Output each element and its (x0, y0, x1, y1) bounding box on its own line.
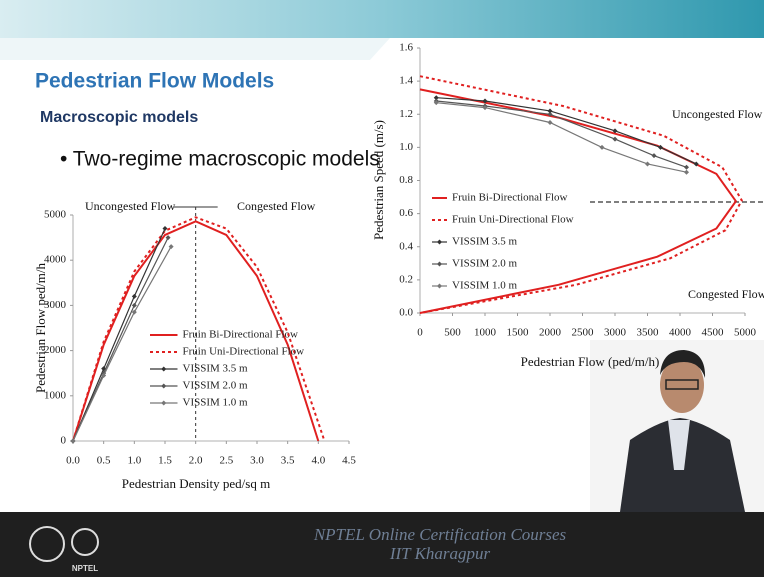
y-axis-label: Pedestrian Flow ped/m/h (33, 263, 48, 393)
x-axis-label: Pedestrian Flow (ped/m/h) (521, 354, 660, 369)
y-tick-label: 0.4 (399, 240, 413, 252)
legend-label: Fruin Bi-Directional Flow (452, 192, 568, 204)
x-tick-label: 3000 (604, 327, 627, 339)
y-tick-label: 0.8 (399, 174, 413, 186)
x-tick-label: 2000 (539, 327, 562, 339)
footer-bar (0, 512, 764, 577)
legend-label: VISSIM 1.0 m (183, 397, 249, 409)
legend-label: VISSIM 1.0 m (452, 280, 518, 292)
x-tick-label: 4000 (669, 327, 692, 339)
x-tick-label: 0 (417, 327, 423, 339)
x-tick-label: 1000 (474, 327, 497, 339)
y-tick-label: 0 (61, 435, 67, 447)
y-tick-label: 1.6 (399, 42, 413, 54)
x-tick-label: 5000 (734, 327, 757, 339)
top-bar (0, 0, 764, 38)
legend-label: VISSIM 2.0 m (183, 380, 249, 392)
x-tick-label: 1.0 (127, 455, 141, 467)
top-band (0, 38, 390, 60)
footer-line: NPTEL Online Certification Courses (313, 525, 567, 544)
logo-text: NPTEL (72, 564, 98, 573)
legend-label: VISSIM 3.5 m (452, 236, 518, 248)
x-tick-label: 4.0 (311, 455, 325, 467)
bullet-text: • Two-regime macroscopic models (60, 148, 380, 171)
x-tick-label: 1500 (507, 327, 530, 339)
x-tick-label: 500 (444, 327, 461, 339)
x-tick-label: 2.5 (219, 455, 233, 467)
legend-label: Fruin Uni-Directional Flow (452, 214, 574, 226)
x-tick-label: 3.0 (250, 455, 264, 467)
legend-label: VISSIM 3.5 m (183, 363, 249, 375)
y-axis-label: Pedestrian Speed (m/s) (371, 120, 386, 240)
legend-label: Fruin Bi-Directional Flow (183, 329, 299, 341)
y-tick-label: 0.0 (399, 307, 413, 319)
x-tick-label: 4.5 (342, 455, 356, 467)
x-tick-label: 2.0 (189, 455, 203, 467)
x-tick-label: 2500 (572, 327, 595, 339)
y-tick-label: 1.2 (399, 108, 413, 120)
y-tick-label: 0.6 (399, 207, 413, 219)
slide-title: Pedestrian Flow Models (35, 70, 274, 93)
annotation: Congested Flow (237, 199, 316, 213)
x-tick-label: 0.5 (97, 455, 111, 467)
annotation: Uncongested Flow (85, 199, 176, 213)
footer-line: IIT Kharagpur (389, 544, 491, 563)
annotation: Congested Flow (688, 287, 764, 301)
slide-subtitle: Macroscopic models (40, 109, 198, 126)
y-tick-label: 0.2 (399, 273, 413, 285)
y-tick-label: 1.4 (399, 75, 413, 87)
x-tick-label: 0.0 (66, 455, 80, 467)
x-tick-label: 4500 (702, 327, 725, 339)
y-tick-label: 5000 (44, 209, 67, 221)
legend-label: Fruin Uni-Directional Flow (183, 346, 305, 358)
annotation: Uncongested Flow (672, 107, 763, 121)
slide-frame: Pedestrian Flow Models Macroscopic model… (0, 0, 764, 577)
legend-label: VISSIM 2.0 m (452, 258, 518, 270)
x-tick-label: 3.5 (281, 455, 295, 467)
x-axis-label: Pedestrian Density ped/sq m (122, 476, 270, 491)
y-tick-label: 1.0 (399, 141, 413, 153)
x-tick-label: 3500 (637, 327, 660, 339)
x-tick-label: 1.5 (158, 455, 172, 467)
